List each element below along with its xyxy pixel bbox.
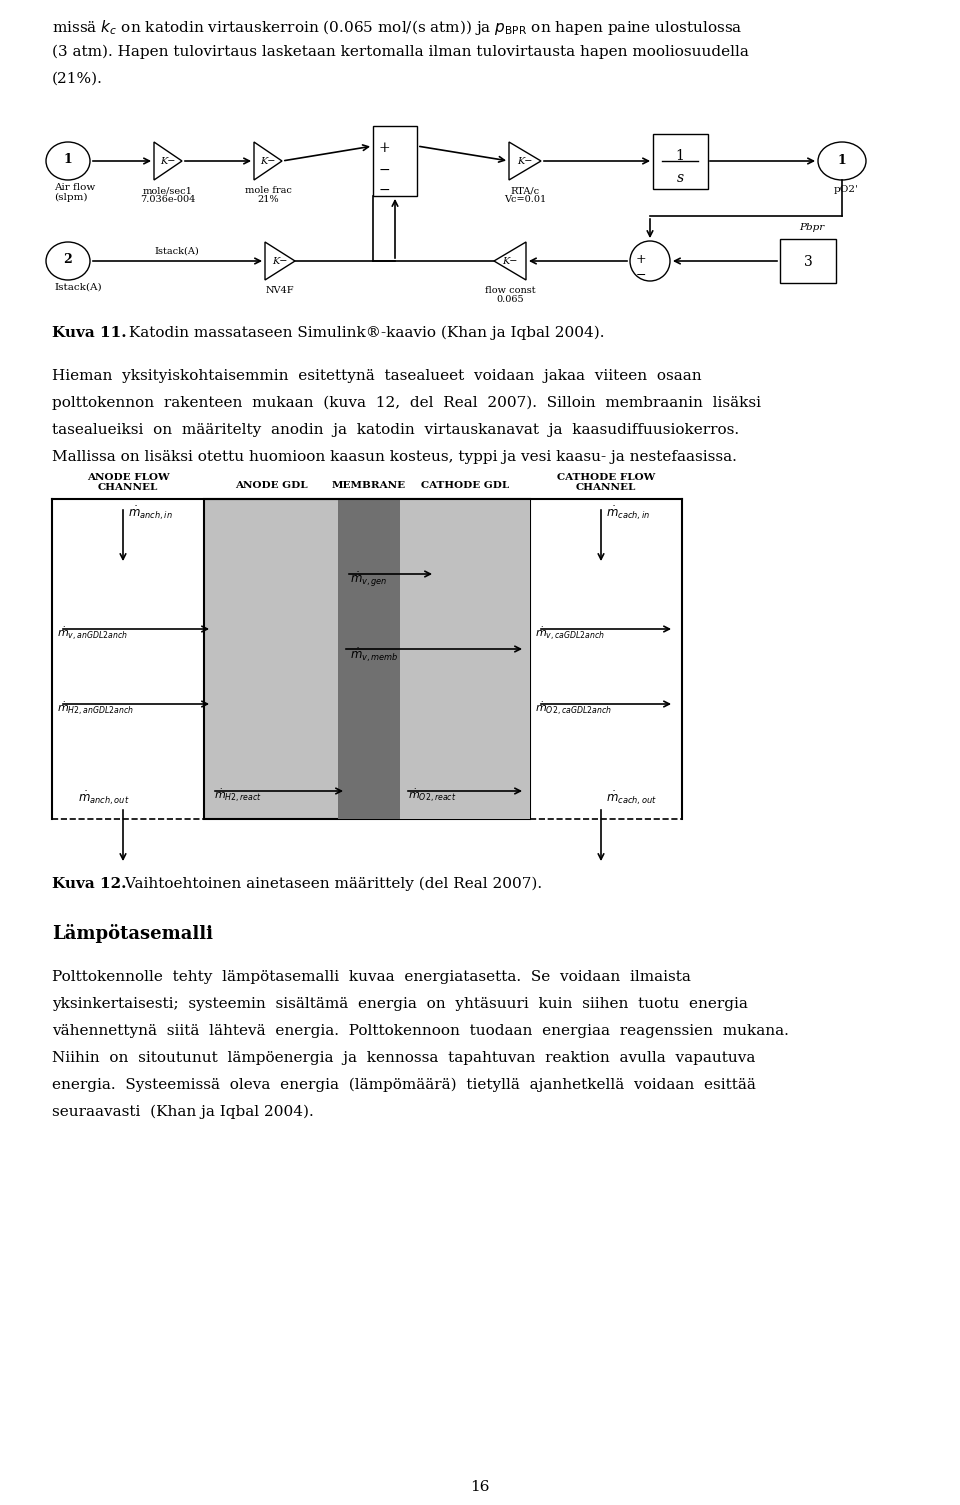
Text: Niihin  on  sitoutunut  lämpöenergia  ja  kennossa  tapahtuvan  reaktion  avulla: Niihin on sitoutunut lämpöenergia ja ken… — [52, 1050, 756, 1066]
Polygon shape — [494, 242, 526, 280]
Text: NV4F: NV4F — [266, 286, 295, 295]
Text: tasealueiksi  on  määritelty  anodin  ja  katodin  virtauskanavat  ja  kaasudiff: tasealueiksi on määritelty anodin ja kat… — [52, 423, 739, 436]
Text: $\dot{m}_{anch,in}$: $\dot{m}_{anch,in}$ — [128, 504, 173, 522]
Text: RTA/c: RTA/c — [511, 187, 540, 196]
Text: Mallissa on lisäksi otettu huomioon kaasun kosteus, typpi ja vesi kaasu- ja nest: Mallissa on lisäksi otettu huomioon kaas… — [52, 450, 737, 464]
Text: 7.036e-004: 7.036e-004 — [140, 196, 196, 205]
Text: ANODE FLOW: ANODE FLOW — [86, 473, 169, 482]
Polygon shape — [254, 141, 282, 181]
Bar — [400, 500, 530, 819]
Bar — [653, 134, 708, 190]
Text: $\dot{m}_{v,memb}$: $\dot{m}_{v,memb}$ — [350, 646, 398, 664]
Text: 3: 3 — [804, 254, 812, 269]
Text: CATHODE FLOW: CATHODE FLOW — [557, 473, 655, 482]
Text: (3 atm). Hapen tulovirtaus lasketaan kertomalla ilman tulovirtausta hapen moolio: (3 atm). Hapen tulovirtaus lasketaan ker… — [52, 45, 749, 59]
Text: CATHODE GDL: CATHODE GDL — [420, 482, 509, 491]
Text: flow const: flow const — [485, 286, 536, 295]
Text: 1: 1 — [63, 154, 72, 166]
Text: Air flow: Air flow — [54, 184, 95, 193]
Bar — [373, 126, 417, 196]
Text: (slpm): (slpm) — [54, 193, 87, 202]
Text: Vaihtoehtoinen ainetaseen määrittely (del Real 2007).: Vaihtoehtoinen ainetaseen määrittely (de… — [120, 877, 542, 891]
Ellipse shape — [46, 141, 90, 181]
Text: CHANNEL: CHANNEL — [98, 483, 158, 492]
Text: K−: K− — [517, 157, 533, 166]
Text: vähennettynä  siitä  lähtevä  energia.  Polttokennoon  tuodaan  energiaa  reagen: vähennettynä siitä lähtevä energia. Polt… — [52, 1023, 789, 1038]
Text: $\dot{m}_{H2,anGDL2anch}$: $\dot{m}_{H2,anGDL2anch}$ — [57, 701, 134, 718]
Text: (21%).: (21%). — [52, 72, 103, 86]
Text: K−: K− — [502, 257, 517, 266]
Bar — [204, 500, 530, 819]
Circle shape — [630, 241, 670, 281]
Text: K−: K− — [260, 157, 276, 166]
Text: $\dot{m}_{cach,in}$: $\dot{m}_{cach,in}$ — [606, 504, 650, 522]
Ellipse shape — [46, 242, 90, 280]
Text: s: s — [677, 172, 684, 185]
Text: polttokennon  rakenteen  mukaan  (kuva  12,  del  Real  2007).  Silloin  membraa: polttokennon rakenteen mukaan (kuva 12, … — [52, 396, 761, 411]
Text: +: + — [636, 253, 647, 266]
Polygon shape — [154, 141, 182, 181]
Text: Kuva 11.: Kuva 11. — [52, 327, 127, 340]
Text: 21%: 21% — [257, 196, 278, 205]
Text: missä $k_c$ on katodin virtauskerroin (0.065 mol/(s atm)) ja $p_{\mathrm{BPR}}$ : missä $k_c$ on katodin virtauskerroin (0… — [52, 18, 742, 38]
Text: 16: 16 — [470, 1479, 490, 1494]
Text: Katodin massataseen Simulink®-kaavio (Khan ja Iqbal 2004).: Katodin massataseen Simulink®-kaavio (Kh… — [124, 327, 605, 340]
Text: −: − — [379, 163, 391, 178]
Text: $\dot{m}_{v,anGDL2anch}$: $\dot{m}_{v,anGDL2anch}$ — [57, 626, 128, 643]
Text: $\dot{m}_{v,caGDL2anch}$: $\dot{m}_{v,caGDL2anch}$ — [535, 626, 606, 643]
Text: 2: 2 — [63, 253, 72, 266]
Text: 0.065: 0.065 — [496, 295, 524, 304]
Text: yksinkertaisesti;  systeemin  sisältämä  energia  on  yhtäsuuri  kuin  siihen  t: yksinkertaisesti; systeemin sisältämä en… — [52, 996, 748, 1011]
Text: K−: K− — [273, 257, 288, 266]
Text: $\dot{m}_{anch,out}$: $\dot{m}_{anch,out}$ — [78, 789, 130, 807]
Text: seuraavasti  (Khan ja Iqbal 2004).: seuraavasti (Khan ja Iqbal 2004). — [52, 1105, 314, 1120]
Text: Kuva 12.: Kuva 12. — [52, 877, 127, 891]
Text: pO2': pO2' — [833, 185, 858, 194]
Text: −: − — [379, 184, 391, 197]
Text: Lämpötasemalli: Lämpötasemalli — [52, 924, 213, 944]
Polygon shape — [265, 242, 295, 280]
Text: CHANNEL: CHANNEL — [576, 483, 636, 492]
Text: $\dot{m}_{cach,out}$: $\dot{m}_{cach,out}$ — [606, 789, 657, 807]
Text: $\dot{m}_{O2,caGDL2anch}$: $\dot{m}_{O2,caGDL2anch}$ — [535, 701, 612, 718]
Ellipse shape — [818, 141, 866, 181]
Text: mole/sec1: mole/sec1 — [143, 187, 193, 196]
Text: Pbpr: Pbpr — [800, 223, 825, 232]
Text: Vc=0.01: Vc=0.01 — [504, 196, 546, 205]
Text: 1: 1 — [838, 154, 847, 167]
Bar — [338, 500, 400, 819]
Text: $\dot{m}_{H2,react}$: $\dot{m}_{H2,react}$ — [214, 789, 262, 804]
Text: mole frac: mole frac — [245, 187, 292, 196]
Text: 1: 1 — [676, 149, 684, 163]
Text: $\dot{m}_{O2,react}$: $\dot{m}_{O2,react}$ — [408, 789, 456, 804]
Polygon shape — [509, 141, 541, 181]
Text: Hieman  yksityiskohtaisemmin  esitettynä  tasealueet  voidaan  jakaa  viiteen  o: Hieman yksityiskohtaisemmin esitettynä t… — [52, 369, 702, 382]
Text: $\dot{m}_{v,gen}$: $\dot{m}_{v,gen}$ — [350, 570, 388, 590]
Text: energia.  Systeemissä  oleva  energia  (lämpömäärä)  tietyllä  ajanhetkellä  voi: energia. Systeemissä oleva energia (lämp… — [52, 1078, 756, 1093]
Text: Istack(A): Istack(A) — [54, 283, 102, 292]
Text: K−: K− — [160, 157, 176, 166]
Text: −: − — [636, 269, 646, 281]
Text: +: + — [379, 141, 391, 155]
Text: MEMBRANE: MEMBRANE — [332, 482, 406, 491]
Bar — [780, 239, 836, 283]
Text: Istack(A): Istack(A) — [155, 247, 200, 256]
Text: ANODE GDL: ANODE GDL — [234, 482, 307, 491]
Text: Polttokennolle  tehty  lämpötasemalli  kuvaa  energiatasetta.  Se  voidaan  ilma: Polttokennolle tehty lämpötasemalli kuva… — [52, 971, 691, 984]
